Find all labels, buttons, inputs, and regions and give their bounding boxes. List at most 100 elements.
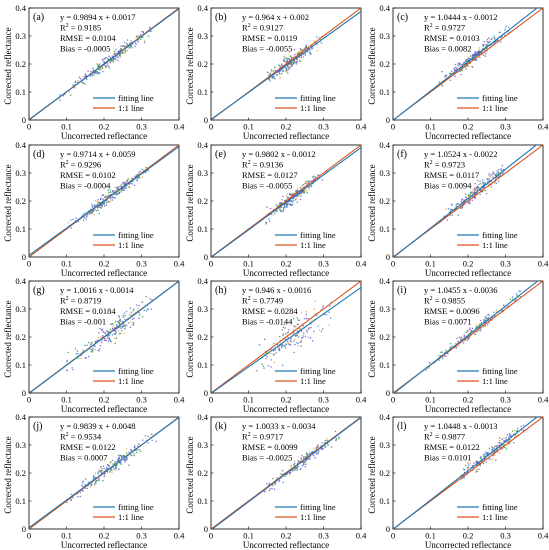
- x-tick-label: 0.1: [425, 395, 436, 405]
- data-point: [283, 204, 286, 207]
- data-point: [72, 218, 74, 221]
- data-point: [67, 221, 69, 224]
- data-point: [103, 337, 106, 340]
- stats-r2-symbol: R: [424, 160, 430, 170]
- data-point: [290, 465, 292, 467]
- y-tick-label: 0.2: [197, 468, 208, 478]
- data-point: [140, 34, 142, 36]
- stats-r2-value: = 0.9534: [69, 432, 102, 442]
- y-tick-label: 0: [22, 524, 26, 534]
- data-point: [87, 70, 89, 72]
- y-tick-label: 0: [204, 252, 208, 262]
- data-point: [112, 325, 115, 327]
- data-point: [482, 462, 485, 465]
- panel-l: 0 0.1 0.2 0.3 0.4 0 0.1 0.2 0.3 0.4 Uncorrected re…: [367, 412, 549, 550]
- data-point: [484, 55, 487, 57]
- data-point: [272, 477, 274, 480]
- data-point: [482, 45, 484, 47]
- data-point: [442, 357, 444, 360]
- x-tick-label: 0.4: [356, 122, 367, 132]
- data-point: [84, 478, 87, 480]
- data-point: [304, 461, 307, 463]
- one-to-one-line: [211, 145, 361, 257]
- data-point: [96, 63, 98, 65]
- stats-r2: R2 = 0.9877: [424, 432, 465, 442]
- x-tick-label: 0: [27, 531, 31, 541]
- data-point: [109, 61, 111, 64]
- stats-r2: R2 = 0.9717: [242, 432, 283, 442]
- panel-label: (e): [215, 149, 226, 160]
- data-point: [284, 57, 286, 59]
- x-tick-label: 0.3: [136, 122, 147, 132]
- data-point: [486, 38, 489, 41]
- data-point: [425, 369, 427, 371]
- data-point: [134, 42, 137, 44]
- x-tick-label: 0: [391, 531, 395, 541]
- panel-e: 0 0.1 0.2 0.3 0.4 0 0.1 0.2 0.3 0.4 Uncorrected re…: [185, 140, 367, 278]
- data-point: [489, 458, 492, 460]
- data-point: [120, 184, 123, 186]
- data-point: [488, 37, 490, 40]
- data-point: [504, 26, 507, 29]
- data-point: [70, 94, 72, 96]
- data-point: [96, 64, 99, 66]
- data-point: [145, 296, 147, 298]
- data-point: [274, 66, 276, 68]
- data-point: [112, 59, 114, 62]
- panel-label: (h): [215, 285, 227, 296]
- data-point: [118, 319, 121, 322]
- data-point: [513, 429, 516, 431]
- data-point: [290, 341, 292, 343]
- data-point: [119, 325, 122, 328]
- data-point: [472, 191, 474, 193]
- x-axis-label: Uncorrected reflectance: [425, 404, 511, 414]
- data-point: [97, 331, 100, 334]
- data-point: [107, 463, 109, 466]
- data-point: [105, 66, 107, 68]
- data-point: [124, 50, 126, 53]
- data-point: [469, 327, 471, 329]
- y-tick-label: 0.4: [15, 412, 26, 422]
- data-point: [301, 464, 304, 467]
- data-point: [84, 217, 86, 219]
- x-axis-label: Uncorrected reflectance: [425, 268, 511, 278]
- data-point: [486, 314, 488, 316]
- data-point: [122, 324, 124, 327]
- data-point: [107, 201, 109, 203]
- data-point: [300, 330, 303, 332]
- data-point: [122, 316, 125, 318]
- fitting-line: [29, 8, 179, 120]
- y-tick-label: 0.4: [197, 276, 208, 286]
- data-point: [59, 94, 61, 96]
- data-point: [279, 202, 281, 204]
- data-point: [492, 454, 495, 457]
- data-point: [471, 66, 474, 68]
- y-axis-label: Corrected reflectance: [3, 164, 13, 241]
- data-point: [320, 330, 323, 333]
- data-point: [312, 454, 315, 457]
- data-point: [284, 67, 286, 69]
- stats-r2-value: = 0.9727: [433, 23, 465, 33]
- x-tick-label: 0.3: [500, 531, 511, 541]
- data-point: [474, 52, 476, 54]
- data-point: [474, 333, 476, 335]
- x-tick-label: 0.4: [538, 395, 549, 405]
- data-point: [278, 72, 281, 75]
- data-point: [119, 185, 121, 187]
- data-point: [280, 210, 282, 212]
- stats-line: y = 1.0448 x - 0.0013: [424, 421, 498, 431]
- data-point: [482, 326, 485, 328]
- y-tick-label: 0.3: [197, 168, 208, 178]
- data-point: [281, 63, 283, 65]
- data-point: [269, 488, 271, 490]
- panel-label: (k): [215, 421, 227, 432]
- data-point: [67, 351, 70, 354]
- data-point: [115, 52, 117, 54]
- data-point: [122, 181, 125, 184]
- x-tick-label: 0.2: [463, 122, 474, 132]
- x-tick-label: 0.3: [500, 395, 511, 405]
- data-point: [137, 36, 140, 38]
- legend-fit-label: fitting line: [300, 366, 336, 376]
- x-tick-label: 0.4: [174, 531, 185, 541]
- stats-r2: R2 = 0.9723: [424, 160, 465, 170]
